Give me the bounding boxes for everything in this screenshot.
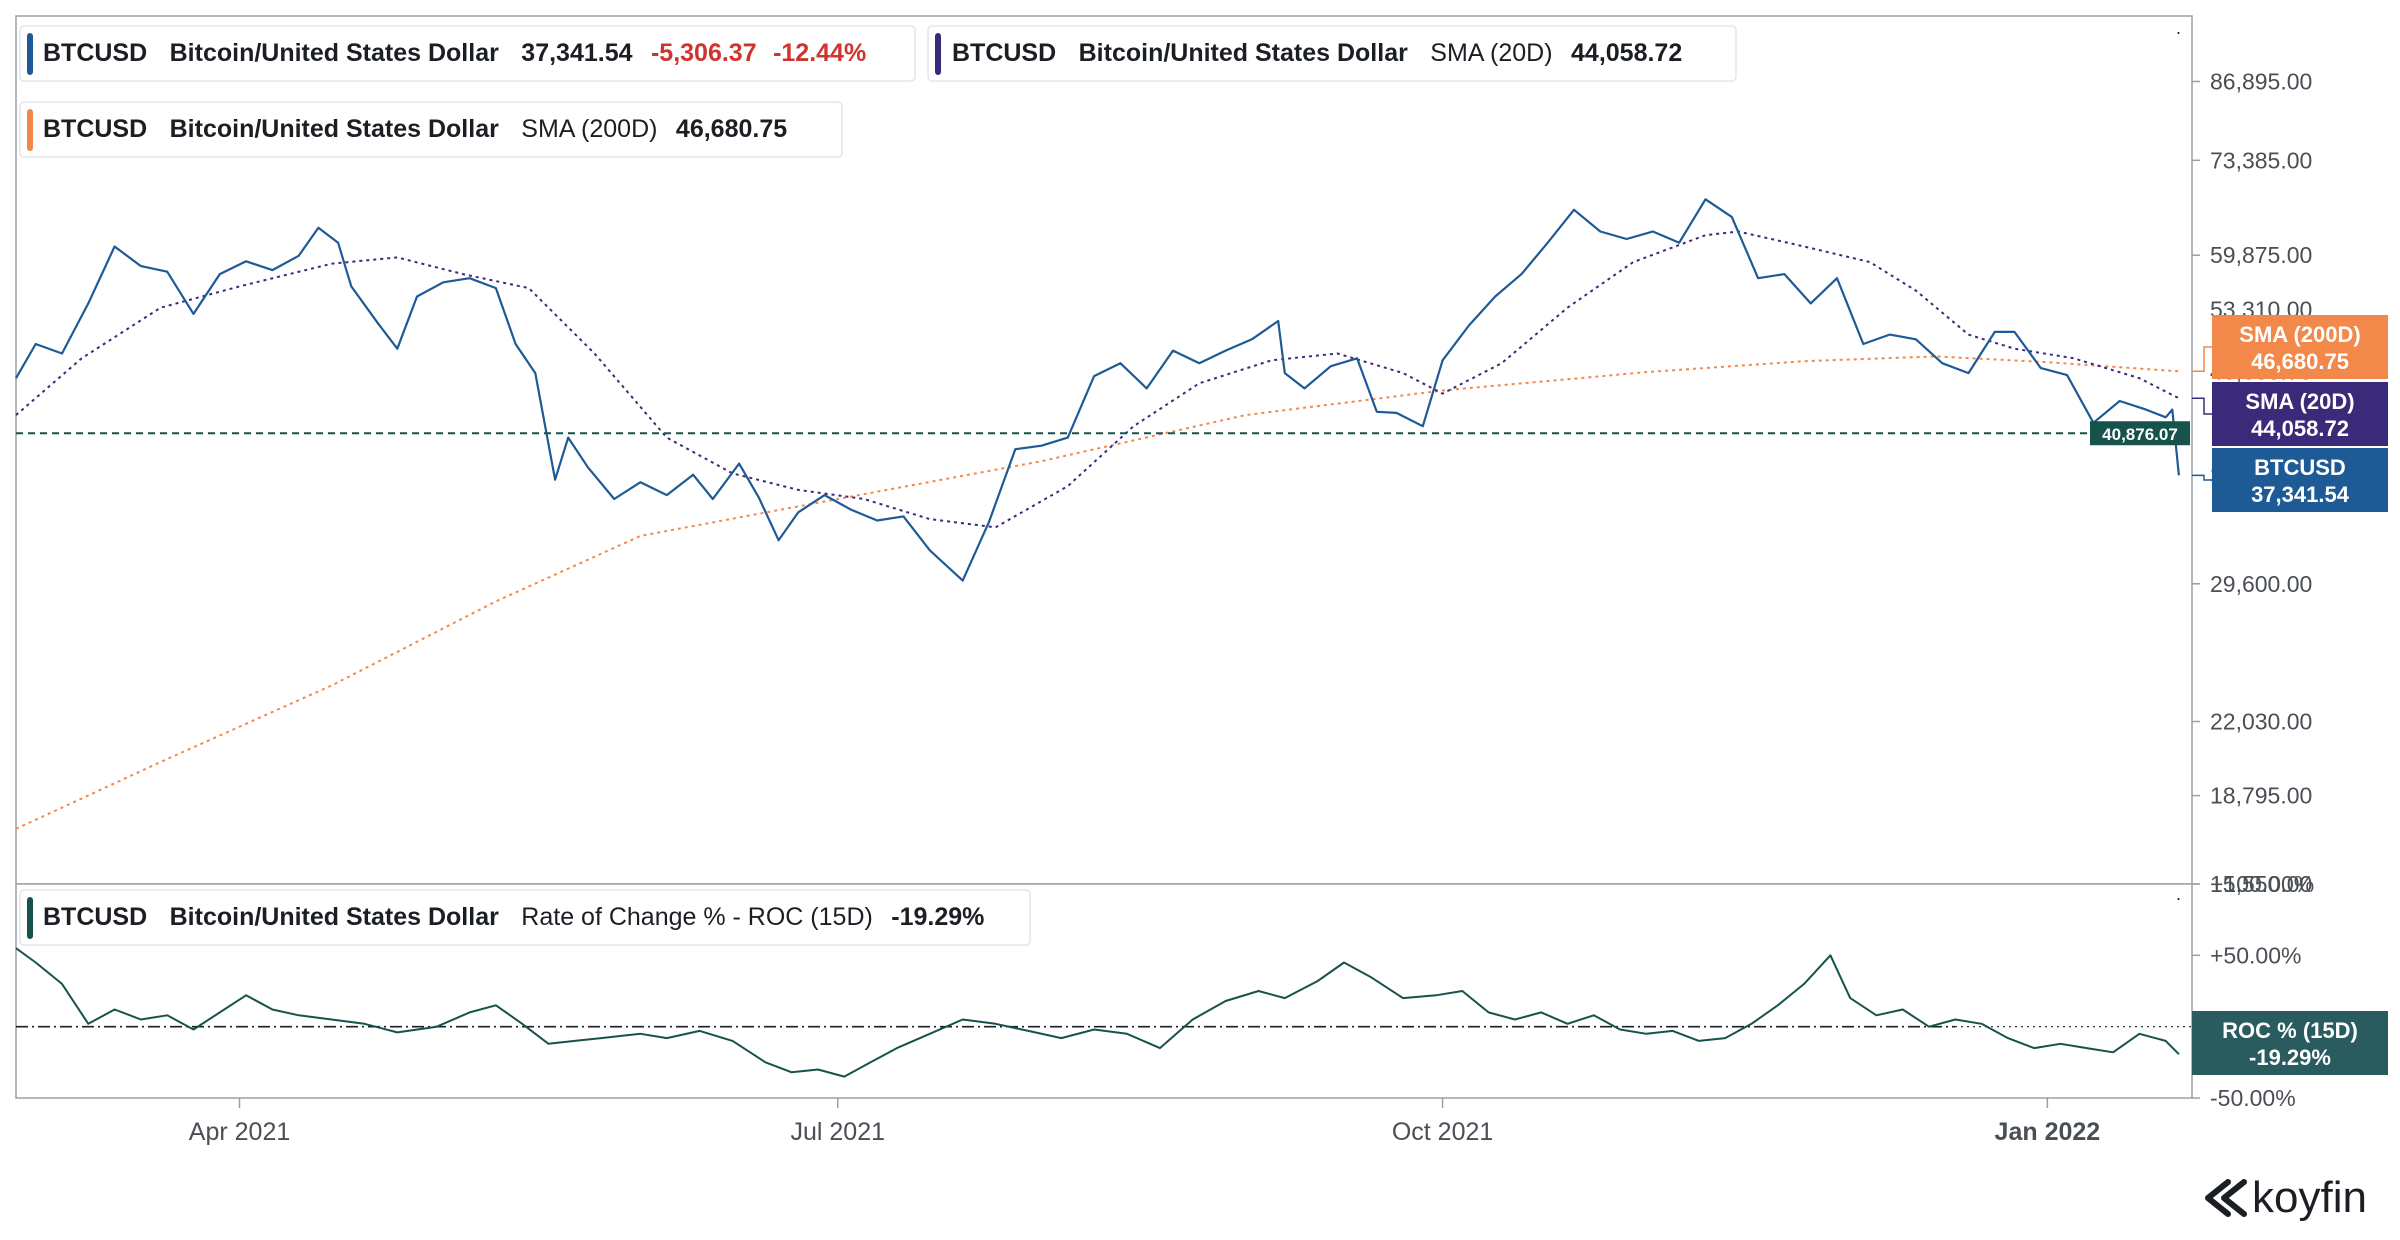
tag-roc: ROC % (15D) -19.29% [2192,1011,2388,1075]
legend-sma20-name: Bitcoin/United States Dollar [1079,39,1408,67]
price-y-tick-label: 73,385.00 [2210,147,2312,173]
roc-y-tick-label: +50.00% [2210,942,2301,968]
price-series-layer [15,198,2212,830]
koyfin-logo: koyfin [2205,1173,2367,1222]
legend-price-value: 37,341.54 [521,39,632,67]
koyfin-chevron-icon [2205,1179,2247,1217]
legend-sma20-symbol: BTCUSD [952,39,1056,67]
legend-sma200[interactable]: BTCUSD Bitcoin/United States Dollar SMA … [19,101,843,158]
legend-roc-swatch [27,897,33,939]
legend-sma20-value: 44,058.72 [1571,39,1682,67]
legend-sma20-indicator: SMA (20D) [1430,39,1552,67]
legend-sma200-swatch [27,109,33,151]
roc-y-tick-label: -50.00% [2210,1085,2296,1111]
legend-sma20[interactable]: BTCUSD Bitcoin/United States Dollar SMA … [927,25,1737,82]
tag-sma20: SMA (20D) 44,058.72 [2212,382,2388,446]
tag-sma200-value: 46,680.75 [2251,349,2349,374]
x-tick-label: Oct 2021 [1392,1118,1493,1146]
x-tick-label: Jan 2022 [1995,1118,2101,1146]
legend-roc-indicator: Rate of Change % - ROC (15D) [521,903,873,931]
price-y-tick-label: 15,550.00 [2210,871,2312,897]
tag-sma20-value: 44,058.72 [2251,416,2349,441]
roc-panel-menu-dot[interactable]: . [2176,884,2181,904]
tag-roc-box [2192,1011,2388,1075]
x-axis: Apr 2021 Jul 2021 Oct 2021 Jan 2022 [189,1098,2100,1146]
tag-sma20-name: SMA (20D) [2245,389,2354,414]
price-y-tick-label: 22,030.00 [2210,709,2312,735]
legend-roc[interactable]: BTCUSD Bitcoin/United States Dollar Rate… [19,889,1031,946]
legend-sma200-symbol: BTCUSD [43,115,147,143]
legend-price-change-pct: -12.44 [773,39,844,67]
legend-roc-name: Bitcoin/United States Dollar [170,903,499,931]
roc-y-tick-label: +100.00% [2210,871,2314,897]
tag-btcusd-name: BTCUSD [2254,455,2346,480]
legend-sma200-text: BTCUSD Bitcoin/United States Dollar SMA … [43,115,787,143]
legend-sma200-indicator: SMA (200D) [521,115,657,143]
tag-btcusd-value: 37,341.54 [2251,482,2350,507]
tag-connector-sma20 [2192,397,2212,415]
legend-price-text: BTCUSD Bitcoin/United States Dollar 37,3… [43,39,866,67]
tag-btcusd: BTCUSD 37,341.54 [2212,448,2388,512]
x-tick-label: Apr 2021 [189,1118,290,1146]
legend-price-name: Bitcoin/United States Dollar [170,39,499,67]
legend-sma200-name: Bitcoin/United States Dollar [170,115,499,143]
legend-roc-symbol: BTCUSD [43,903,147,931]
tag-btcusd-box [2212,448,2388,512]
legend-price-swatch [27,33,33,75]
price-y-tick-label: 18,795.00 [2210,783,2312,809]
price-y-tick-label: 59,875.00 [2210,242,2312,268]
roc-y-axis: +100.00% +50.00% -50.00% [2192,871,2314,1111]
series-line-roc15 [15,947,2180,1078]
tag-roc-value: -19.29% [2249,1045,2331,1070]
price-panel-frame [15,15,2193,885]
tag-roc-name: ROC % (15D) [2222,1018,2358,1043]
x-tick-label: Jul 2021 [790,1118,885,1146]
price-y-tick-label: 29,600.00 [2210,571,2312,597]
price-y-tick-label: 86,895.00 [2210,69,2312,95]
tag-sma20-box [2212,382,2388,446]
reference-line: 40,876.07 [16,421,2190,446]
reference-line-label: 40,876.07 [2102,425,2178,444]
tag-sma200: SMA (200D) 46,680.75 [2212,315,2388,379]
legend-roc-value: -19.29% [891,903,984,931]
series-line-price [15,198,2180,582]
tag-connector-sma200 [2192,346,2212,373]
legend-price[interactable]: BTCUSD Bitcoin/United States Dollar 37,3… [19,25,916,82]
tag-sma200-box [2212,315,2388,379]
series-line-sma20 [15,230,2180,529]
legend-price-change: -5,306.37 [651,39,757,67]
legend-price-pct-sign: % [844,39,866,67]
panel-menu-dot[interactable]: . [2176,18,2181,38]
koyfin-wordmark: koyfin [2252,1173,2367,1222]
legend-roc-text: BTCUSD Bitcoin/United States Dollar Rate… [43,903,984,931]
tag-sma200-name: SMA (200D) [2239,322,2360,347]
legend-sma20-swatch [935,33,941,75]
tag-connector-price [2192,474,2212,481]
legend-sma20-text: BTCUSD Bitcoin/United States Dollar SMA … [952,39,1682,67]
legend-sma200-value: 46,680.75 [676,115,787,143]
reference-line-tag [2090,421,2190,446]
legend-price-symbol: BTCUSD [43,39,147,67]
